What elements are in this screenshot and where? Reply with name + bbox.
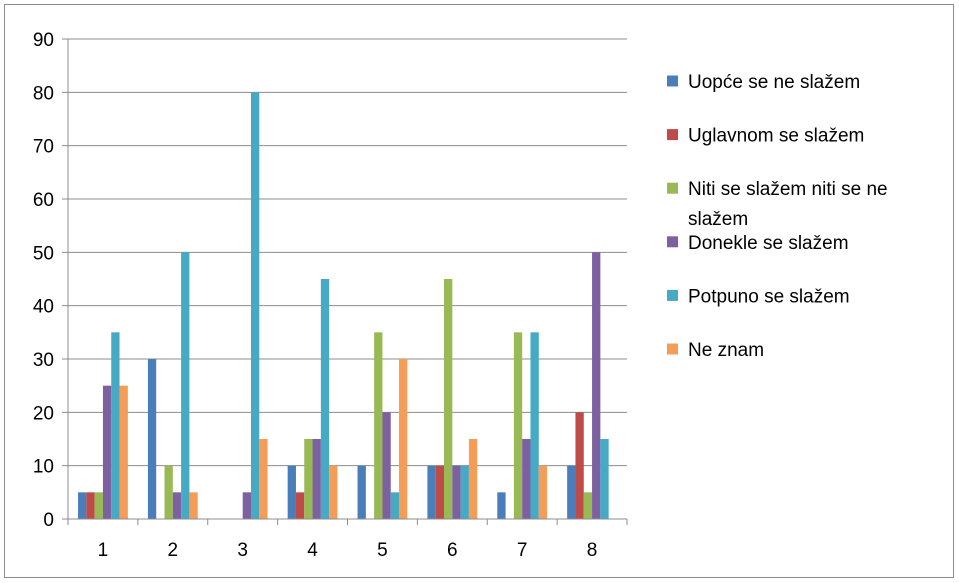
bar bbox=[295, 492, 305, 519]
bar bbox=[522, 439, 531, 519]
bar bbox=[329, 465, 338, 519]
bar bbox=[567, 465, 576, 519]
y-tick-label: 30 bbox=[33, 350, 54, 371]
bar bbox=[575, 412, 584, 519]
x-axis-ticks: 1 2 3 4 5 6 7 8 bbox=[67, 519, 628, 561]
bar bbox=[312, 439, 321, 519]
bar bbox=[513, 332, 523, 519]
bar bbox=[390, 492, 400, 519]
y-tick-label: 80 bbox=[33, 83, 54, 104]
legend-swatch bbox=[667, 75, 678, 87]
x-tick-label: 1 bbox=[98, 540, 109, 561]
legend-label: Uopće se ne slažem bbox=[688, 72, 860, 93]
bar bbox=[427, 465, 436, 519]
y-tick-label: 60 bbox=[33, 190, 54, 211]
bar bbox=[530, 332, 539, 519]
legend-swatch bbox=[667, 129, 678, 141]
legend-item: Uglavnom se slažem bbox=[667, 126, 864, 147]
x-tick-label: 5 bbox=[377, 540, 388, 561]
bar bbox=[497, 492, 506, 519]
bar bbox=[164, 465, 173, 519]
bar bbox=[86, 492, 95, 519]
y-tick-label: 20 bbox=[33, 403, 54, 424]
legend-swatch bbox=[667, 289, 678, 301]
x-tick-label: 8 bbox=[587, 540, 598, 561]
bar bbox=[583, 492, 593, 519]
x-tick-label: 7 bbox=[517, 540, 528, 561]
bar bbox=[304, 439, 313, 519]
bar bbox=[320, 279, 330, 519]
y-axis-ticks: 0 10 20 30 40 50 60 70 80 90 bbox=[33, 30, 68, 531]
bar bbox=[600, 439, 609, 519]
legend-item: Ne znam bbox=[667, 340, 764, 361]
legend-swatch bbox=[667, 182, 678, 194]
legend-label: Uglavnom se slažem bbox=[688, 126, 864, 147]
legend-label: Ne znam bbox=[688, 340, 764, 361]
x-tick-label: 6 bbox=[447, 540, 458, 561]
bar bbox=[78, 492, 87, 519]
bar bbox=[460, 465, 469, 519]
y-tick-label: 0 bbox=[43, 510, 54, 531]
legend-item: Uopće se ne slažem bbox=[667, 72, 860, 93]
bar bbox=[119, 385, 128, 519]
bar bbox=[374, 332, 383, 519]
bar bbox=[452, 465, 461, 519]
y-tick-label: 40 bbox=[33, 297, 54, 318]
bars bbox=[78, 92, 609, 519]
bar bbox=[287, 465, 296, 519]
bar bbox=[111, 332, 120, 519]
bar bbox=[444, 279, 453, 519]
legend-label: Potpuno se slažem bbox=[688, 286, 850, 307]
bar bbox=[189, 492, 198, 519]
bar bbox=[242, 492, 251, 519]
y-tick-label: 50 bbox=[33, 243, 54, 264]
bar bbox=[538, 465, 548, 519]
legend: Uopće se ne slažem Uglavnom se slažem Niti… bbox=[667, 72, 888, 361]
bar bbox=[357, 465, 366, 519]
y-tick-label: 10 bbox=[33, 457, 54, 478]
legend-swatch bbox=[667, 236, 678, 248]
bar bbox=[399, 359, 408, 519]
bar bbox=[435, 465, 445, 519]
legend-item: Niti se slažem niti se ne slažem bbox=[667, 179, 888, 230]
bar bbox=[181, 252, 190, 519]
bar bbox=[250, 92, 260, 519]
chart-frame bbox=[4, 4, 954, 578]
x-tick-label: 4 bbox=[307, 540, 318, 561]
legend-item: Donekle se slažem bbox=[667, 233, 849, 254]
y-tick-label: 90 bbox=[33, 30, 54, 51]
y-tick-label: 70 bbox=[33, 137, 54, 158]
legend-swatch bbox=[667, 343, 678, 355]
bar bbox=[382, 412, 391, 519]
bar bbox=[468, 439, 478, 519]
bar bbox=[94, 492, 103, 519]
legend-label: Donekle se slažem bbox=[688, 233, 849, 254]
bar bbox=[592, 252, 601, 519]
x-tick-label: 2 bbox=[168, 540, 179, 561]
legend-label: Niti se slažem niti se ne slažem bbox=[688, 179, 888, 230]
bar bbox=[147, 359, 157, 519]
bar bbox=[102, 385, 112, 519]
bar bbox=[172, 492, 182, 519]
x-tick-label: 3 bbox=[237, 540, 248, 561]
bar bbox=[259, 439, 268, 519]
legend-item: Potpuno se slažem bbox=[667, 286, 850, 307]
